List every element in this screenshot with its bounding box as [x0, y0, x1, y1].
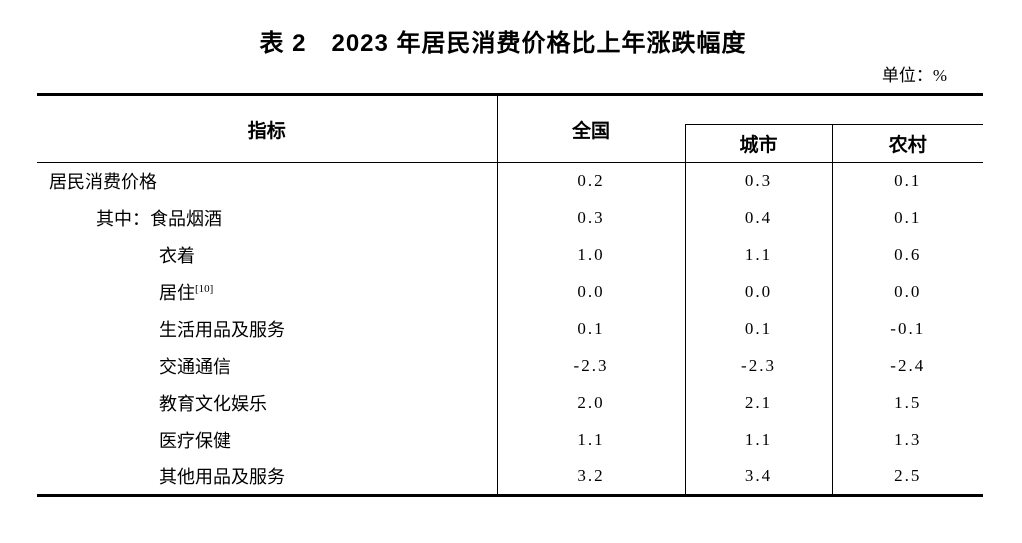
- unit-label: 单位：%: [881, 66, 947, 85]
- cpi-table: 指标 全国 城市 农村 居民消费价格 0.2 0.3 0.1 其中：食品烟酒 0…: [37, 93, 983, 497]
- value-cell-national: 3.2: [497, 458, 686, 496]
- value-cell-city: 0.1: [685, 310, 833, 348]
- col-header-indicator: 指标: [37, 94, 498, 163]
- table-row: 居民消费价格 0.2 0.3 0.1: [37, 162, 983, 200]
- table-row: 医疗保健 1.1 1.1 1.3: [37, 421, 983, 459]
- value-cell-city: 1.1: [685, 236, 833, 274]
- value-cell-rural: 1.3: [894, 430, 922, 449]
- table-title: 表 2 2023 年居民消费价格比上年涨跌幅度: [259, 30, 747, 57]
- value-cell-national: 0.1: [497, 310, 686, 348]
- table-row: 衣着 1.0 1.1 0.6: [37, 236, 983, 274]
- value-cell-national: 1.0: [497, 236, 686, 274]
- value-cell-rural: 0.1: [894, 171, 922, 191]
- value-cell-city: 0.3: [685, 162, 833, 200]
- table-row: 交通通信 -2.3 -2.3 -2.4: [37, 347, 983, 385]
- row-label-cell: 居住[10]: [37, 273, 498, 311]
- value-cell-rural: 1.5: [894, 393, 922, 412]
- table-row: 教育文化娱乐 2.0 2.1 1.5: [37, 384, 983, 422]
- value-cell-rural: 0.0: [894, 282, 922, 301]
- value-cell-rural: 0.1: [894, 208, 922, 227]
- header-row-top: 指标 全国: [37, 94, 983, 163]
- table-body: 居民消费价格 0.2 0.3 0.1 其中：食品烟酒 0.3 0.4 0.1 衣…: [37, 162, 983, 496]
- value-cell-national: 0.0: [497, 273, 686, 311]
- value-cell-rural: -0.1: [890, 319, 926, 338]
- value-cell-national: 2.0: [497, 384, 686, 422]
- col-header-city: 城市: [684, 124, 833, 163]
- table-row: 居住[10] 0.0 0.0 0.0: [37, 273, 983, 311]
- value-cell-rural: 2.5: [894, 466, 922, 486]
- value-cell-city: 0.0: [685, 273, 833, 311]
- col-header-rural: 农村: [832, 124, 983, 163]
- value-cell-national: 1.1: [497, 421, 686, 459]
- row-label-cell: 居民消费价格: [37, 162, 498, 200]
- value-cell-city: 1.1: [685, 421, 833, 459]
- table-row: 其中：食品烟酒 0.3 0.4 0.1: [37, 199, 983, 237]
- table-header: 指标 全国 城市 农村: [37, 94, 983, 163]
- row-label-cell: 交通通信: [37, 347, 498, 385]
- header-spacer: [685, 94, 983, 125]
- row-label-cell: 医疗保健: [37, 421, 498, 459]
- value-cell-city: 3.4: [685, 458, 833, 496]
- value-cell-city: 2.1: [685, 384, 833, 422]
- value-cell-national: 0.2: [497, 162, 686, 200]
- value-cell-national: -2.3: [497, 347, 686, 385]
- value-cell-city: -2.3: [685, 347, 833, 385]
- row-label-cell: 生活用品及服务: [37, 310, 498, 348]
- row-label-cell: 教育文化娱乐: [37, 384, 498, 422]
- col-header-national: 全国: [497, 94, 685, 163]
- row-label-cell: 其他用品及服务: [37, 458, 498, 496]
- table-row: 其他用品及服务 3.2 3.4 2.5: [37, 458, 983, 496]
- value-cell-rural: -2.4: [890, 356, 926, 375]
- row-label: 居住: [159, 283, 195, 303]
- value-cell-national: 0.3: [497, 199, 686, 237]
- footnote-marker: [10]: [195, 283, 214, 295]
- row-label-cell: 衣着: [37, 236, 498, 274]
- table-row: 生活用品及服务 0.1 0.1 -0.1: [37, 310, 983, 348]
- value-cell-city: 0.4: [685, 199, 833, 237]
- header-row-sub: 城市 农村: [37, 124, 983, 163]
- value-cell-rural: 0.6: [894, 245, 922, 264]
- row-label-cell: 其中：食品烟酒: [37, 199, 498, 237]
